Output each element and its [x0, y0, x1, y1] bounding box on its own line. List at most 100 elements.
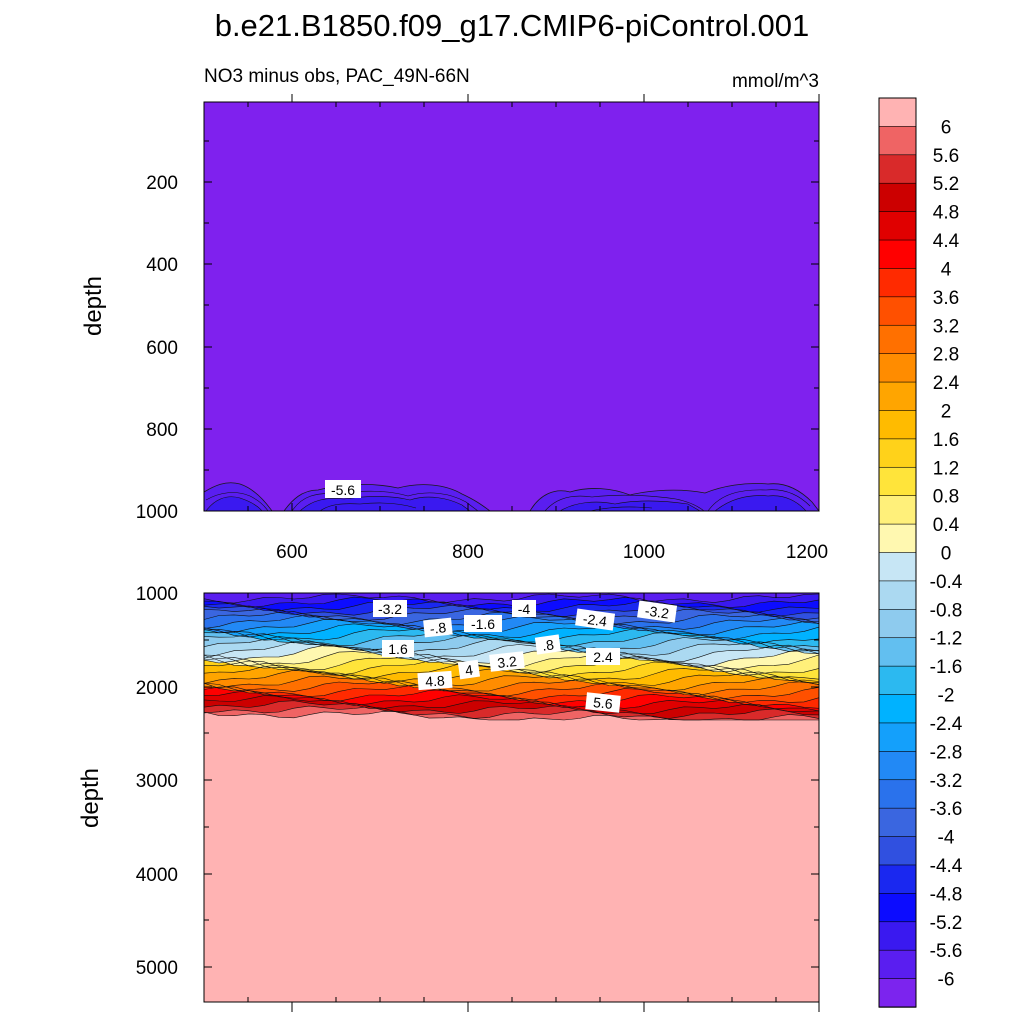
colorbar-label: 1.2 — [933, 458, 959, 479]
upper-x-tick-label: 1200 — [786, 542, 828, 563]
lower-contour-label: -.8 — [423, 617, 453, 638]
colorbar-label: -1.2 — [930, 629, 963, 650]
lower-contour-line — [203, 675, 820, 696]
svg-text:-.8: -.8 — [429, 619, 447, 637]
colorbar-box — [878, 410, 917, 440]
lower-contour-label: -4 — [512, 600, 536, 617]
svg-text:1.6: 1.6 — [388, 641, 408, 657]
colorbar-label: -4 — [938, 828, 955, 849]
svg-text:.8: .8 — [541, 636, 555, 653]
colorbar-label: -4.8 — [930, 884, 963, 905]
colorbar-label: 3.6 — [933, 288, 959, 309]
colorbar-label: -4.4 — [930, 856, 963, 877]
colorbar-label: -0.4 — [930, 572, 963, 593]
upper-y-axis-label: depth — [80, 276, 107, 336]
lower-contour-band — [204, 593, 819, 604]
colorbar-box — [878, 154, 917, 184]
lower-contour-line — [203, 680, 820, 700]
svg-text:4: 4 — [464, 662, 474, 679]
colorbar-label: 0.4 — [933, 515, 960, 536]
colorbar-box — [878, 836, 917, 866]
upper-y-tick-label: 600 — [146, 338, 178, 359]
colorbar-label: -3.2 — [930, 771, 963, 792]
colorbar-box — [878, 921, 917, 951]
colorbar-box — [878, 324, 917, 355]
upper-plot-area — [204, 102, 819, 511]
colorbar-box — [878, 523, 917, 554]
lower-x-ticks — [247, 593, 820, 1012]
colorbar-label: 5.6 — [933, 146, 959, 167]
lower-contour-line — [203, 640, 820, 662]
lower-contour-label: 4.8 — [417, 670, 453, 691]
upper-y-tick-label: 1000 — [136, 502, 178, 523]
colorbar-label: -2 — [938, 686, 955, 707]
lower-y-tick-label: 1000 — [136, 584, 178, 605]
lower-contour-line — [203, 607, 820, 622]
colorbar-label: -2.8 — [930, 742, 963, 763]
figure-title: b.e21.B1850.f09_g17.CMIP6-piControl.001 — [215, 8, 810, 43]
lower-contour-label: 4 — [457, 659, 481, 680]
colorbar-box — [878, 239, 917, 270]
lower-contour-label: -3.2 — [637, 600, 678, 623]
lower-y-tick-label: 5000 — [136, 958, 178, 979]
colorbar-box — [878, 296, 917, 326]
lower-y-tick-label: 4000 — [136, 865, 178, 886]
svg-text:-1.6: -1.6 — [471, 616, 495, 632]
lower-contour-line — [203, 682, 820, 703]
upper-subtitle-left: NO3 minus obs, PAC_49N-66N — [204, 66, 470, 87]
lower-contour-line — [203, 700, 820, 719]
upper-x-tick-labels: 600 800 1000 1200 — [276, 542, 828, 563]
colorbar-label: 2 — [941, 402, 952, 423]
colorbar-label: 4 — [941, 259, 952, 280]
lower-contour-label: -2.4 — [575, 608, 616, 631]
upper-subtitle-right: mmol/m^3 — [732, 71, 819, 92]
colorbar-label: 5.2 — [933, 174, 959, 195]
lower-contour-line — [203, 623, 820, 641]
colorbar-box — [878, 665, 917, 696]
svg-text:-2.4: -2.4 — [582, 610, 608, 629]
colorbar-box — [878, 722, 917, 753]
lower-contour-line — [203, 710, 819, 721]
colorbar-labels: 6 5.6 5.2 4.8 4.4 4 3.6 3.2 2.8 2.4 2 1.6 1.2 0.8 0.4 0… — [930, 117, 963, 990]
colorbar-box — [878, 495, 917, 525]
lower-y-tick-label: 2000 — [136, 678, 178, 699]
colorbar-label: 6 — [941, 117, 952, 138]
colorbar-boxes — [878, 97, 917, 1008]
colorbar-label: 2.8 — [933, 345, 959, 366]
colorbar-label: 3.2 — [933, 316, 959, 337]
lower-panel: -3.2 -.8 -1.6 -4 -2.4 -3.2 1.6 .8 2.4 4 … — [77, 584, 820, 1012]
upper-x-tick-label: 800 — [452, 542, 484, 563]
lower-y-ticks — [204, 592, 819, 968]
colorbar-box — [878, 580, 917, 611]
upper-x-ticks — [247, 94, 820, 511]
upper-contour-label: -5.6 — [325, 480, 361, 498]
colorbar-box — [878, 864, 917, 895]
lower-contour-label: 1.6 — [382, 640, 414, 657]
colorbar-box — [878, 751, 917, 781]
lower-y-axis-label: depth — [77, 768, 104, 828]
colorbar-frame — [878, 97, 917, 1008]
lower-y-tick-labels: 1000 2000 3000 4000 5000 — [136, 584, 178, 979]
lower-contour-line — [203, 593, 820, 604]
svg-text:5.6: 5.6 — [592, 694, 613, 712]
colorbar-box — [878, 381, 917, 412]
colorbar-box — [878, 438, 917, 468]
upper-deepest-contour-band — [205, 495, 807, 512]
lower-contour-line — [203, 695, 820, 714]
colorbar-box — [878, 807, 917, 838]
colorbar-box — [878, 637, 917, 667]
svg-text:-4: -4 — [518, 601, 531, 617]
colorbar-label: -1.6 — [930, 657, 963, 678]
colorbar-box — [878, 949, 917, 980]
lower-contour-label: -3.2 — [373, 600, 407, 617]
lower-contour-line — [203, 627, 820, 645]
lower-contour-label: -1.6 — [464, 615, 502, 632]
colorbar-label: -0.8 — [930, 600, 963, 621]
colorbar-label: 4.8 — [933, 203, 959, 224]
lower-y-tick-label: 3000 — [136, 771, 178, 792]
colorbar: 6 5.6 5.2 4.8 4.4 4 3.6 3.2 2.8 2.4 2 1.6 1.2 0.8 0.4 0… — [878, 97, 963, 1008]
upper-y-ticks — [204, 140, 819, 512]
upper-y-tick-labels: 200 400 600 800 1000 — [136, 173, 178, 523]
colorbar-box — [878, 978, 917, 1008]
